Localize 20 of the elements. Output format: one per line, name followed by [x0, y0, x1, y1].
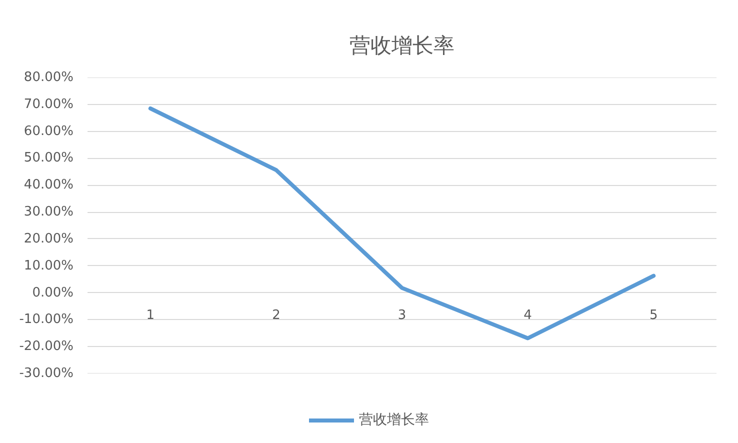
x-tick-label: 3	[398, 308, 406, 323]
legend-label: 营收增长率	[359, 411, 429, 429]
x-tick-label: 1	[146, 308, 155, 323]
y-tick-label: 40.00%	[24, 178, 74, 193]
chart-title: 营收增长率	[350, 34, 454, 58]
y-tick-label: 30.00%	[24, 204, 74, 220]
y-tick-label: 0.00%	[32, 285, 74, 300]
y-tick-label: 10.00%	[24, 258, 74, 274]
y-tick-label: -30.00%	[19, 366, 74, 381]
y-tick-label: 60.00%	[24, 124, 74, 139]
x-tick-label: 2	[272, 308, 280, 323]
y-tick-label: -20.00%	[19, 339, 74, 354]
y-tick-label: 80.00%	[24, 70, 74, 85]
x-tick-label: 5	[649, 308, 658, 323]
y-tick-label: 20.00%	[24, 231, 74, 246]
line-series	[148, 106, 656, 340]
x-tick-label: 4	[524, 308, 532, 323]
y-tick-label: 70.00%	[24, 96, 74, 112]
y-tick-label: 50.00%	[24, 150, 74, 166]
y-tick-label: -10.00%	[19, 312, 74, 328]
